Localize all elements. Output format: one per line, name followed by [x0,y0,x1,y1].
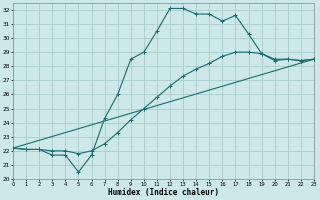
X-axis label: Humidex (Indice chaleur): Humidex (Indice chaleur) [108,188,219,197]
